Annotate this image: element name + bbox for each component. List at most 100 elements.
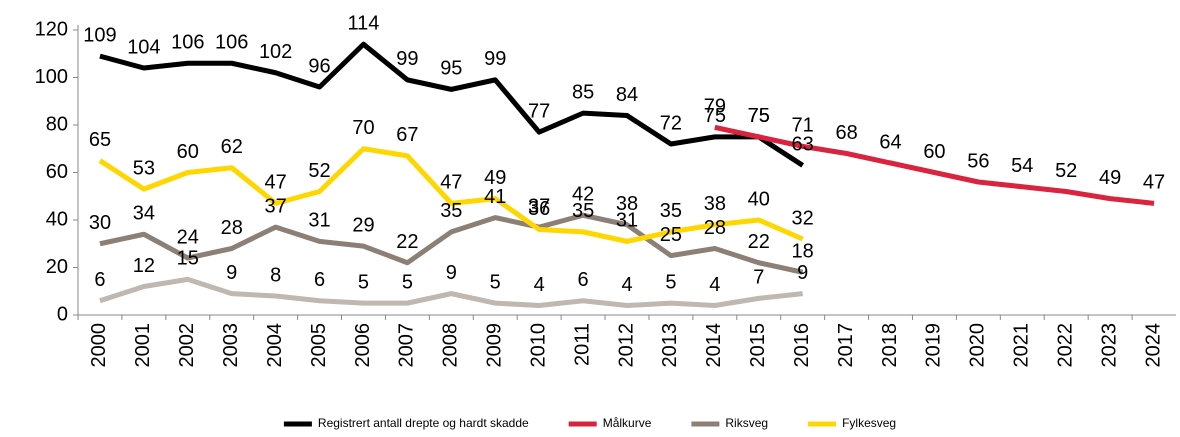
legend-item: Fylkesveg	[808, 416, 896, 430]
data-label: 109	[83, 24, 116, 46]
series-line	[99, 276, 803, 308]
data-label: 40	[748, 188, 770, 210]
data-label: 38	[704, 193, 726, 215]
data-label: 9	[797, 262, 808, 284]
data-label: 18	[792, 241, 814, 263]
data-label: 60	[177, 141, 199, 163]
data-label: 77	[528, 100, 550, 122]
data-label: 114	[348, 13, 380, 35]
data-label: 52	[1055, 160, 1077, 182]
x-tick-label: 2015	[747, 323, 769, 368]
x-tick-label: 2000	[88, 323, 110, 368]
data-label: 9	[446, 262, 457, 284]
data-label: 31	[308, 210, 330, 232]
data-label: 47	[440, 172, 462, 194]
x-tick-label: 2018	[879, 323, 901, 368]
data-label: 22	[396, 231, 418, 253]
series-line	[714, 124, 1155, 206]
data-label: 35	[572, 200, 594, 222]
data-label: 62	[221, 136, 243, 158]
data-label: 12	[133, 255, 155, 277]
data-label: 53	[133, 157, 155, 179]
x-tick-label: 2019	[923, 323, 945, 368]
x-tick-label: 2022	[1054, 323, 1076, 368]
data-label: 28	[221, 217, 243, 239]
legend-label: Registrert antall drepte og hardt skadde	[318, 416, 529, 430]
data-label: 49	[1099, 167, 1121, 189]
x-tick-label: 2008	[440, 323, 462, 368]
data-label: 54	[1011, 155, 1033, 177]
data-label: 106	[171, 32, 204, 54]
y-tick-label: 0	[57, 303, 68, 325]
x-tick-label: 2007	[396, 323, 418, 368]
x-tick-label: 2001	[132, 323, 154, 368]
y-tick-label: 40	[46, 208, 68, 230]
x-tick-label: 2010	[527, 323, 549, 368]
data-label: 49	[484, 167, 506, 189]
x-tick-label: 2021	[1011, 323, 1033, 368]
data-label: 42	[572, 184, 594, 206]
x-tick-label: 2003	[220, 323, 242, 368]
data-label: 29	[352, 214, 374, 236]
data-label: 8	[270, 264, 281, 286]
data-label: 75	[748, 105, 770, 127]
data-label: 84	[616, 84, 638, 106]
x-tick-label: 2011	[571, 323, 593, 366]
data-label: 64	[879, 131, 901, 153]
data-label: 15	[177, 248, 199, 270]
data-label: 60	[923, 141, 945, 163]
data-label: 4	[709, 274, 720, 296]
x-tick-label: 2017	[835, 323, 857, 368]
x-tick-label: 2016	[791, 323, 813, 368]
data-label: 31	[616, 210, 638, 232]
data-label: 6	[314, 269, 325, 291]
data-label: 38	[616, 193, 638, 215]
data-label: 72	[660, 112, 682, 134]
data-label: 75	[704, 105, 726, 127]
data-label: 95	[440, 58, 462, 80]
x-tick-label: 2004	[264, 323, 286, 368]
data-label: 5	[358, 271, 369, 293]
data-label: 37	[265, 195, 287, 217]
data-label: 7	[753, 267, 764, 289]
x-tick-label: 2020	[967, 323, 989, 368]
data-label: 5	[665, 271, 676, 293]
x-tick-label: 2009	[484, 323, 506, 368]
y-tick-label: 20	[46, 256, 68, 278]
data-label: 99	[396, 48, 418, 70]
legend-label: Riksveg	[725, 416, 768, 430]
data-label: 30	[89, 212, 111, 234]
data-label: 22	[748, 231, 770, 253]
data-label: 36	[528, 198, 550, 220]
data-label: 35	[660, 200, 682, 222]
data-label: 35	[440, 200, 462, 222]
y-tick-label: 100	[35, 66, 68, 88]
data-label: 75	[748, 105, 770, 127]
data-label: 5	[402, 271, 413, 293]
data-label: 6	[94, 269, 105, 291]
data-label: 4	[621, 274, 632, 296]
y-tick-label: 120	[35, 18, 68, 40]
data-label: 67	[396, 124, 418, 146]
x-tick-label: 2002	[176, 323, 198, 368]
legend-label: Fylkesveg	[842, 416, 896, 430]
x-tick-label: 2006	[352, 323, 374, 368]
data-label: 102	[259, 41, 292, 63]
data-label: 5	[490, 271, 501, 293]
series-line	[98, 146, 804, 244]
legend-item: Riksveg	[691, 416, 768, 430]
data-label: 52	[308, 160, 330, 182]
data-label: 4	[534, 274, 545, 296]
series-line	[99, 41, 805, 168]
data-label: 37	[528, 195, 550, 217]
series-line	[99, 212, 804, 275]
legend-item: Målkurve	[568, 416, 652, 430]
data-label: 28	[704, 217, 726, 239]
data-label: 32	[792, 207, 814, 229]
data-label: 65	[89, 129, 111, 151]
data-label: 79	[704, 96, 726, 118]
data-label: 70	[352, 117, 374, 139]
x-tick-label: 2012	[615, 323, 637, 368]
y-tick-label: 80	[46, 113, 68, 135]
